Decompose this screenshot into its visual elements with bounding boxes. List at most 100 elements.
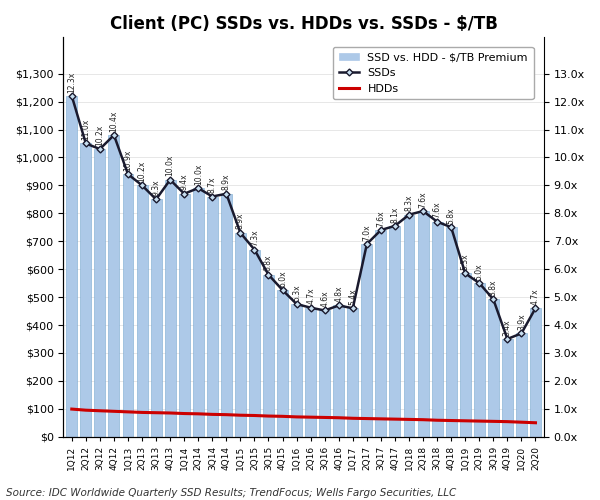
Bar	[151, 200, 161, 436]
HDDs	[82, 407, 89, 413]
Text: 6.8x: 6.8x	[264, 255, 273, 272]
Text: 3.8x: 3.8x	[489, 280, 498, 296]
Text: 6.0x: 6.0x	[278, 270, 287, 286]
Text: 10.2x: 10.2x	[95, 124, 104, 146]
HDDs	[406, 416, 413, 422]
Bar	[66, 96, 77, 436]
HDDs	[391, 416, 398, 422]
Bar	[207, 196, 218, 436]
Bar	[249, 250, 260, 436]
HDDs	[223, 412, 230, 418]
HDDs	[461, 418, 469, 424]
Text: 7.6x: 7.6x	[419, 191, 428, 208]
SSDs	[124, 171, 131, 177]
HDDs	[96, 408, 103, 414]
Bar	[109, 135, 119, 436]
SSDs	[251, 246, 258, 252]
HDDs	[321, 414, 328, 420]
SSDs	[110, 132, 118, 138]
Legend: SSD vs. HDD - $/TB Premium, SSDs, HDDs: SSD vs. HDD - $/TB Premium, SSDs, HDDs	[333, 47, 533, 99]
SSDs	[363, 241, 370, 247]
Bar	[404, 214, 415, 436]
SSDs	[321, 308, 328, 314]
HDDs	[139, 410, 146, 416]
HDDs	[448, 418, 455, 424]
Bar	[530, 308, 541, 436]
HDDs	[532, 420, 539, 426]
SSDs	[532, 305, 539, 311]
Bar	[122, 174, 133, 436]
Bar	[502, 339, 513, 436]
Text: 7.3x: 7.3x	[250, 230, 259, 246]
SSDs	[68, 93, 76, 99]
HDDs	[476, 418, 483, 424]
Text: 10.9x: 10.9x	[124, 150, 133, 171]
SSDs	[181, 190, 188, 196]
Bar	[333, 306, 344, 436]
HDDs	[265, 413, 272, 419]
HDDs	[194, 411, 202, 417]
Bar	[193, 188, 204, 436]
Text: 5.0x: 5.0x	[475, 263, 484, 280]
Bar	[221, 194, 232, 436]
HDDs	[181, 410, 188, 416]
Text: 10.0x: 10.0x	[194, 164, 203, 185]
HDDs	[349, 416, 356, 422]
Text: 11.0x: 11.0x	[82, 119, 91, 140]
Bar	[361, 244, 373, 436]
HDDs	[518, 419, 525, 425]
HDDs	[237, 412, 244, 418]
Line: SSDs: SSDs	[70, 94, 538, 342]
Title: Client (PC) SSDs vs. HDDs vs. SSDs - $/TB: Client (PC) SSDs vs. HDDs vs. SSDs - $/T…	[110, 15, 497, 33]
Bar	[291, 304, 302, 436]
HDDs	[377, 416, 385, 422]
Text: 5.4x: 5.4x	[349, 288, 358, 305]
Bar	[319, 310, 330, 436]
Text: 3.4x: 3.4x	[503, 319, 512, 336]
Bar	[376, 230, 386, 436]
HDDs	[110, 408, 118, 414]
Bar	[179, 194, 190, 436]
SSDs	[434, 218, 441, 224]
HDDs	[504, 418, 511, 424]
Bar	[460, 274, 470, 436]
Text: 7.6x: 7.6x	[376, 210, 385, 226]
SSDs	[518, 330, 525, 336]
Text: 7.6x: 7.6x	[433, 202, 442, 218]
Text: 4.6x: 4.6x	[320, 290, 329, 307]
Text: 8.3x: 8.3x	[404, 195, 413, 212]
Bar	[488, 300, 499, 436]
SSDs	[152, 196, 160, 202]
Text: 5.8x: 5.8x	[446, 208, 455, 224]
SSDs	[307, 304, 314, 310]
Line: HDDs: HDDs	[72, 409, 535, 423]
Text: 3.9x: 3.9x	[517, 314, 526, 330]
HDDs	[363, 416, 370, 422]
HDDs	[307, 414, 314, 420]
Text: 10.0x: 10.0x	[166, 155, 175, 176]
HDDs	[490, 418, 497, 424]
Bar	[474, 283, 485, 436]
HDDs	[419, 416, 427, 422]
Text: 5.3x: 5.3x	[461, 254, 470, 270]
HDDs	[167, 410, 174, 416]
Bar	[235, 233, 246, 436]
SSDs	[391, 223, 398, 229]
SSDs	[419, 208, 427, 214]
SSDs	[377, 227, 385, 233]
SSDs	[279, 287, 286, 293]
SSDs	[293, 301, 300, 307]
SSDs	[349, 305, 356, 311]
Text: 9.3x: 9.3x	[152, 180, 161, 196]
SSDs	[448, 224, 455, 230]
SSDs	[167, 177, 174, 183]
SSDs	[504, 336, 511, 342]
Bar	[418, 211, 428, 436]
SSDs	[209, 194, 216, 200]
HDDs	[251, 412, 258, 418]
Text: 10.4x: 10.4x	[109, 110, 118, 132]
Bar	[80, 144, 91, 437]
SSDs	[139, 182, 146, 188]
SSDs	[461, 270, 469, 276]
SSDs	[265, 272, 272, 278]
